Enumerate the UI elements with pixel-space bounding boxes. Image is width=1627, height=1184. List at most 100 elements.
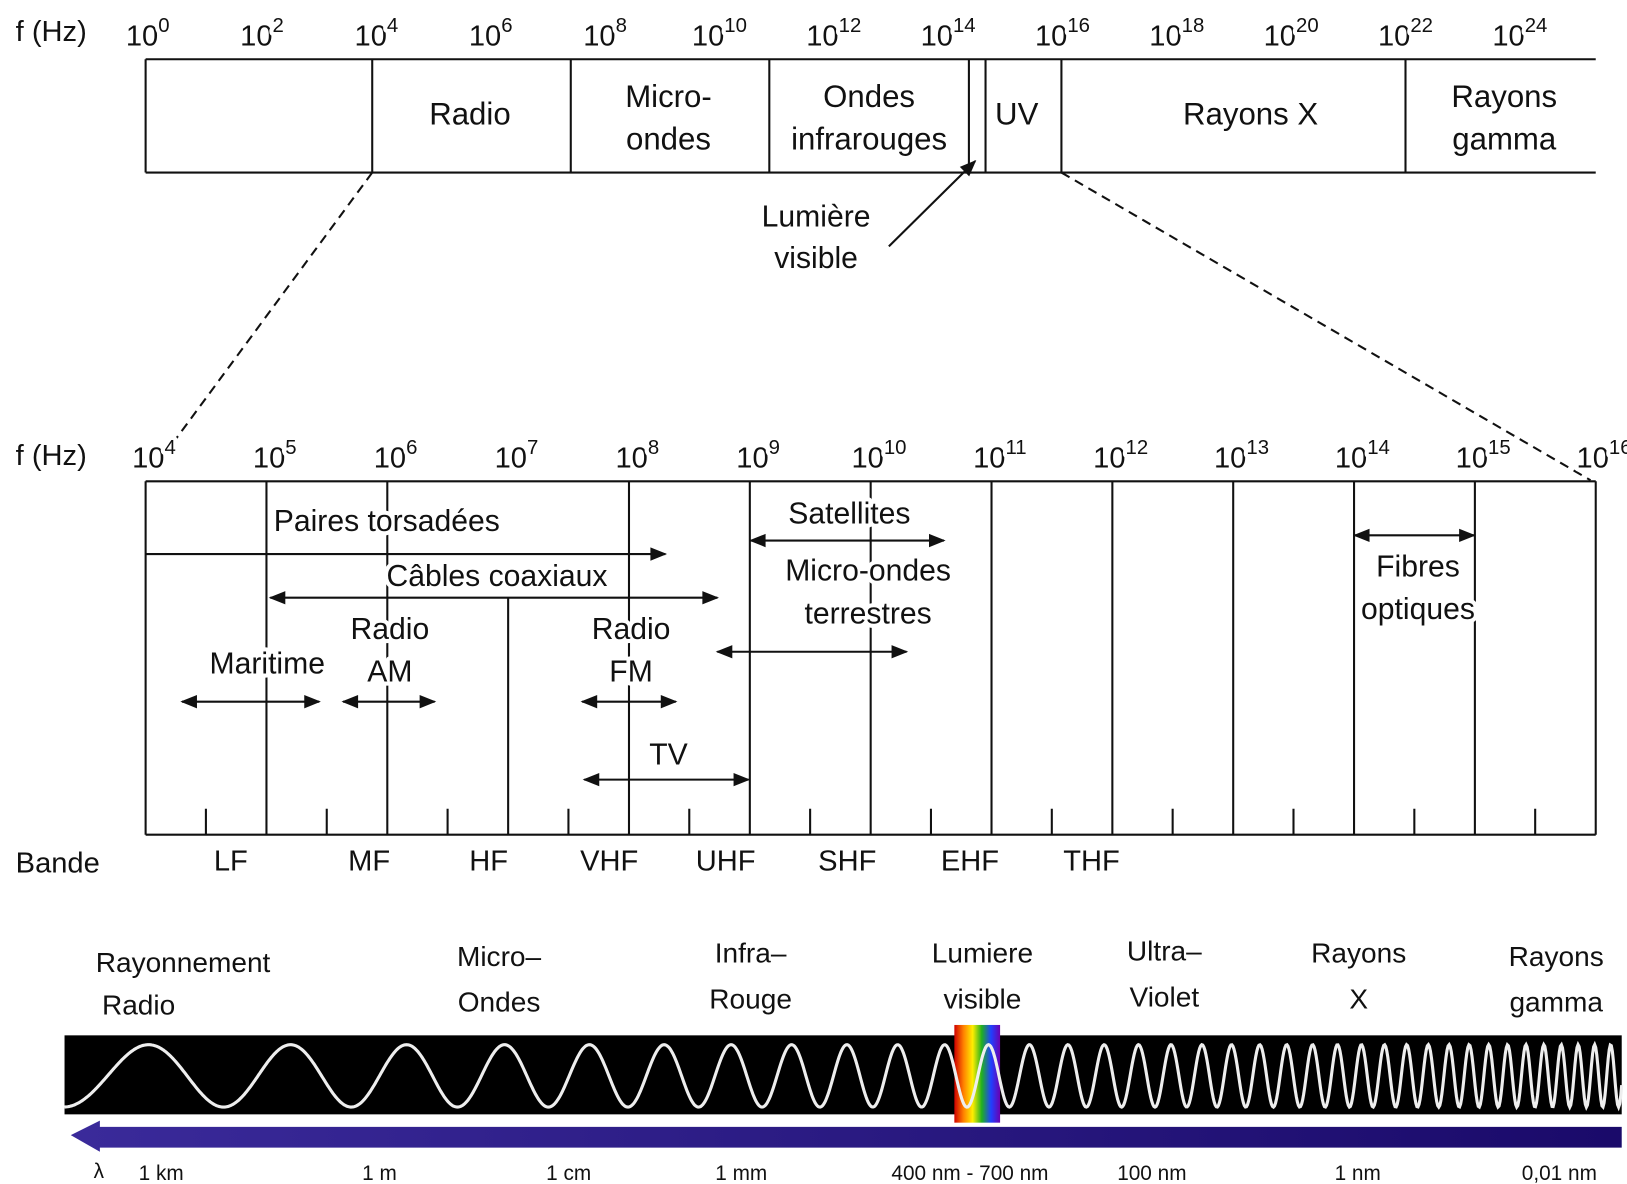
band-label: Radio: [429, 97, 510, 132]
tick-exp: 24: [1525, 15, 1548, 37]
tick-base: 10: [1378, 20, 1410, 52]
callout-label: Lumière: [762, 200, 871, 233]
tick-exp: 18: [1182, 15, 1205, 37]
tick-exp: 2: [273, 15, 284, 37]
band-label: Rayons: [1451, 79, 1557, 114]
media-label: Satellites: [788, 498, 910, 531]
region-label: Rayonnement: [96, 947, 271, 978]
tick-exp: 4: [164, 437, 175, 459]
region-label: Micro–: [457, 941, 542, 972]
tick-base: 10: [1264, 20, 1296, 52]
tick-label: 104: [355, 15, 399, 52]
tick-exp: 10: [724, 15, 747, 37]
tick-base: 10: [1214, 442, 1246, 474]
wavelength-arrow: [70, 1120, 1622, 1152]
media-label: Radio: [592, 613, 671, 646]
tick-label: 108: [583, 15, 627, 52]
tick-label: 1018: [1149, 15, 1204, 52]
tick-label: 1016: [1577, 437, 1627, 474]
tick-label: 1016: [1035, 15, 1090, 52]
wavelength-label: 100 nm: [1117, 1162, 1186, 1184]
tick-exp: 16: [1067, 15, 1090, 37]
tick-base: 10: [692, 20, 724, 52]
media-label: Radio: [351, 613, 430, 646]
tick-label: 1012: [1093, 437, 1148, 474]
tick-base: 10: [1149, 20, 1181, 52]
tick-base: 10: [736, 442, 768, 474]
region-label: Rouge: [709, 983, 792, 1014]
tick-base: 10: [469, 20, 501, 52]
media-label: Fibres: [1376, 551, 1460, 584]
media-label: terrestres: [804, 597, 931, 630]
tick-base: 10: [851, 442, 883, 474]
region-label: Violet: [1130, 981, 1200, 1012]
wavelength-label: 1 cm: [546, 1162, 591, 1184]
band-name: VHF: [580, 845, 638, 877]
wavelength-label: 1 m: [362, 1162, 397, 1184]
tick-base: 10: [1093, 442, 1125, 474]
band-label: Ondes: [823, 79, 915, 114]
band-label: infrarouges: [791, 122, 947, 157]
tick-exp: 14: [953, 15, 976, 37]
tick-exp: 8: [616, 15, 627, 37]
tick-base: 10: [240, 20, 272, 52]
tick-label: 1010: [692, 15, 747, 52]
tick-label: 107: [495, 437, 539, 474]
media-label: Micro-ondes: [785, 555, 951, 588]
axis-label: f (Hz): [16, 440, 87, 472]
lambda-symbol: λ: [94, 1160, 105, 1183]
region-label: Infra–: [715, 938, 787, 969]
tick-exp: 8: [648, 437, 659, 459]
tick-exp: 16: [1609, 437, 1627, 459]
tick-label: 1022: [1378, 15, 1433, 52]
tick-label: 1020: [1264, 15, 1319, 52]
tick-label: 106: [469, 15, 513, 52]
media-label: FM: [609, 656, 653, 689]
tick-label: 108: [615, 437, 659, 474]
tick-base: 10: [1335, 442, 1367, 474]
tick-label: 1015: [1456, 437, 1511, 474]
tick-exp: 13: [1246, 437, 1269, 459]
tick-exp: 5: [285, 437, 296, 459]
tick-exp: 20: [1296, 15, 1319, 37]
region-label: visible: [943, 983, 1021, 1014]
tick-base: 10: [973, 442, 1005, 474]
band-label: Micro-: [625, 79, 712, 114]
tick-exp: 12: [1126, 437, 1149, 459]
band-name: UHF: [696, 845, 756, 877]
tick-label: 106: [374, 437, 418, 474]
tick-base: 10: [355, 20, 387, 52]
tick-exp: 12: [839, 15, 862, 37]
zoom-line: [149, 171, 374, 474]
tick-label: 105: [253, 437, 297, 474]
region-label: Ultra–: [1127, 936, 1202, 967]
tick-label: 1011: [973, 437, 1027, 474]
tick-label: 1013: [1214, 437, 1269, 474]
tick-label: 1014: [1335, 437, 1390, 474]
band-label: Rayons X: [1183, 97, 1318, 132]
band-label: gamma: [1452, 122, 1557, 157]
top-box: [144, 58, 1596, 174]
tick-base: 10: [132, 442, 164, 474]
zoom-box: [144, 480, 1597, 836]
tick-exp: 15: [1488, 437, 1511, 459]
region-label: gamma: [1509, 987, 1603, 1018]
tick-base: 10: [921, 20, 953, 52]
media-label: Maritime: [209, 647, 324, 680]
tick-exp: 4: [387, 15, 398, 37]
tick-base: 10: [583, 20, 615, 52]
region-label: X: [1349, 983, 1368, 1014]
tick-exp: 6: [406, 437, 417, 459]
wave: [64, 1040, 1624, 1112]
bands-label: Bande: [16, 848, 100, 880]
tick-label: 1010: [851, 437, 906, 474]
tick-base: 10: [1492, 20, 1524, 52]
zoom-line: [1060, 171, 1592, 482]
tick-base: 10: [615, 442, 647, 474]
tick-exp: 9: [769, 437, 780, 459]
region-label: Lumiere: [932, 938, 1033, 969]
wavelength-label: 1 km: [139, 1162, 184, 1184]
tick-label: 102: [240, 15, 284, 52]
media-label: TV: [649, 739, 688, 772]
tick-base: 10: [253, 442, 285, 474]
